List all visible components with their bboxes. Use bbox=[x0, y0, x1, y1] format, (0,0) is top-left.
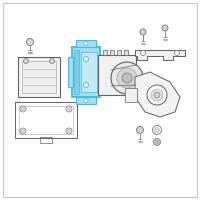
Polygon shape bbox=[135, 72, 180, 117]
Bar bbox=[125, 88, 137, 102]
Circle shape bbox=[151, 89, 163, 101]
Bar bbox=[72, 47, 100, 97]
Bar bbox=[40, 137, 52, 143]
Circle shape bbox=[24, 58, 29, 64]
Bar bbox=[110, 50, 114, 55]
Bar bbox=[81, 52, 97, 92]
Circle shape bbox=[136, 127, 144, 134]
Circle shape bbox=[162, 25, 168, 31]
Circle shape bbox=[50, 58, 54, 64]
Circle shape bbox=[111, 62, 143, 94]
Circle shape bbox=[122, 73, 132, 83]
Circle shape bbox=[84, 42, 88, 46]
Circle shape bbox=[154, 138, 160, 146]
Circle shape bbox=[117, 68, 137, 88]
Circle shape bbox=[174, 50, 180, 55]
Circle shape bbox=[68, 108, 70, 110]
Circle shape bbox=[20, 106, 26, 112]
Circle shape bbox=[22, 108, 24, 110]
Bar bbox=[68, 57, 73, 87]
Circle shape bbox=[153, 126, 162, 134]
Circle shape bbox=[68, 130, 70, 132]
Circle shape bbox=[154, 128, 160, 132]
Circle shape bbox=[84, 56, 88, 62]
Circle shape bbox=[140, 50, 146, 55]
Circle shape bbox=[84, 82, 88, 88]
Circle shape bbox=[66, 106, 72, 112]
Bar bbox=[124, 50, 128, 55]
Bar bbox=[103, 50, 107, 55]
Circle shape bbox=[154, 92, 160, 98]
Circle shape bbox=[22, 130, 24, 132]
Bar bbox=[22, 61, 56, 93]
Bar bbox=[15, 102, 77, 138]
Bar bbox=[117, 50, 121, 55]
Circle shape bbox=[20, 128, 26, 134]
Bar bbox=[76, 97, 96, 104]
Circle shape bbox=[26, 38, 34, 46]
Circle shape bbox=[147, 85, 167, 105]
Circle shape bbox=[155, 140, 159, 144]
Bar bbox=[98, 55, 136, 95]
Circle shape bbox=[140, 29, 146, 35]
Bar bbox=[74, 50, 79, 94]
Polygon shape bbox=[135, 50, 185, 60]
Bar bbox=[18, 57, 60, 97]
Bar bbox=[76, 40, 96, 47]
Circle shape bbox=[84, 98, 88, 102]
Bar bbox=[19, 106, 73, 134]
Circle shape bbox=[66, 128, 72, 134]
